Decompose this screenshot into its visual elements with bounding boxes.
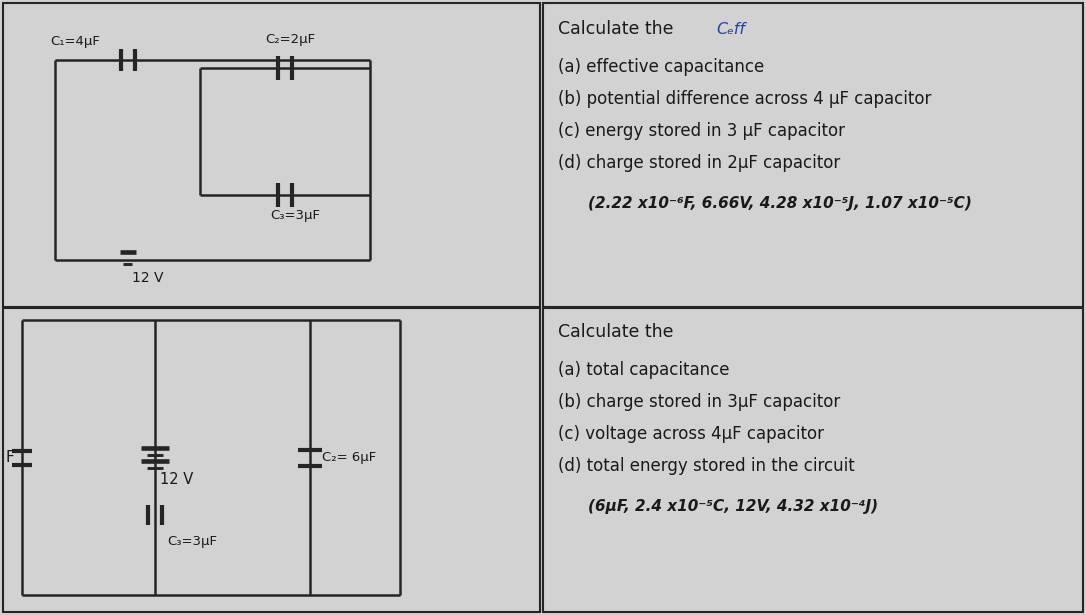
Text: C₃=3μF: C₃=3μF xyxy=(167,535,217,548)
Bar xyxy=(3,3,540,307)
Text: (2.22 x10⁻⁶F, 6.66V, 4.28 x10⁻⁵J, 1.07 x10⁻⁵C): (2.22 x10⁻⁶F, 6.66V, 4.28 x10⁻⁵J, 1.07 x… xyxy=(588,196,972,211)
Text: F: F xyxy=(5,450,14,465)
Text: C₂=2μF: C₂=2μF xyxy=(265,33,315,46)
Text: (d) charge stored in 2μF capacitor: (d) charge stored in 2μF capacitor xyxy=(558,154,841,172)
Bar xyxy=(3,308,540,612)
Text: C₁=4μF: C₁=4μF xyxy=(50,35,100,48)
Text: (d) total energy stored in the circuit: (d) total energy stored in the circuit xyxy=(558,457,855,475)
Text: 12 V: 12 V xyxy=(132,271,164,285)
Text: Calculate the: Calculate the xyxy=(558,20,679,38)
Text: Calculate the: Calculate the xyxy=(558,323,673,341)
Text: (c) voltage across 4μF capacitor: (c) voltage across 4μF capacitor xyxy=(558,425,824,443)
Text: C₃=3μF: C₃=3μF xyxy=(270,209,320,222)
Text: C₂= 6μF: C₂= 6μF xyxy=(323,451,376,464)
Bar xyxy=(543,308,1083,612)
Text: (b) charge stored in 3μF capacitor: (b) charge stored in 3μF capacitor xyxy=(558,393,841,411)
Text: (a) effective capacitance: (a) effective capacitance xyxy=(558,58,765,76)
Text: (c) energy stored in 3 μF capacitor: (c) energy stored in 3 μF capacitor xyxy=(558,122,845,140)
Bar xyxy=(543,3,1083,307)
Text: (6μF, 2.4 x10⁻⁵C, 12V, 4.32 x10⁻⁴J): (6μF, 2.4 x10⁻⁵C, 12V, 4.32 x10⁻⁴J) xyxy=(588,499,879,514)
Text: (a) total capacitance: (a) total capacitance xyxy=(558,361,730,379)
Text: Cₑff: Cₑff xyxy=(716,22,745,37)
Text: 12 V: 12 V xyxy=(160,472,193,487)
Text: (b) potential difference across 4 μF capacitor: (b) potential difference across 4 μF cap… xyxy=(558,90,932,108)
